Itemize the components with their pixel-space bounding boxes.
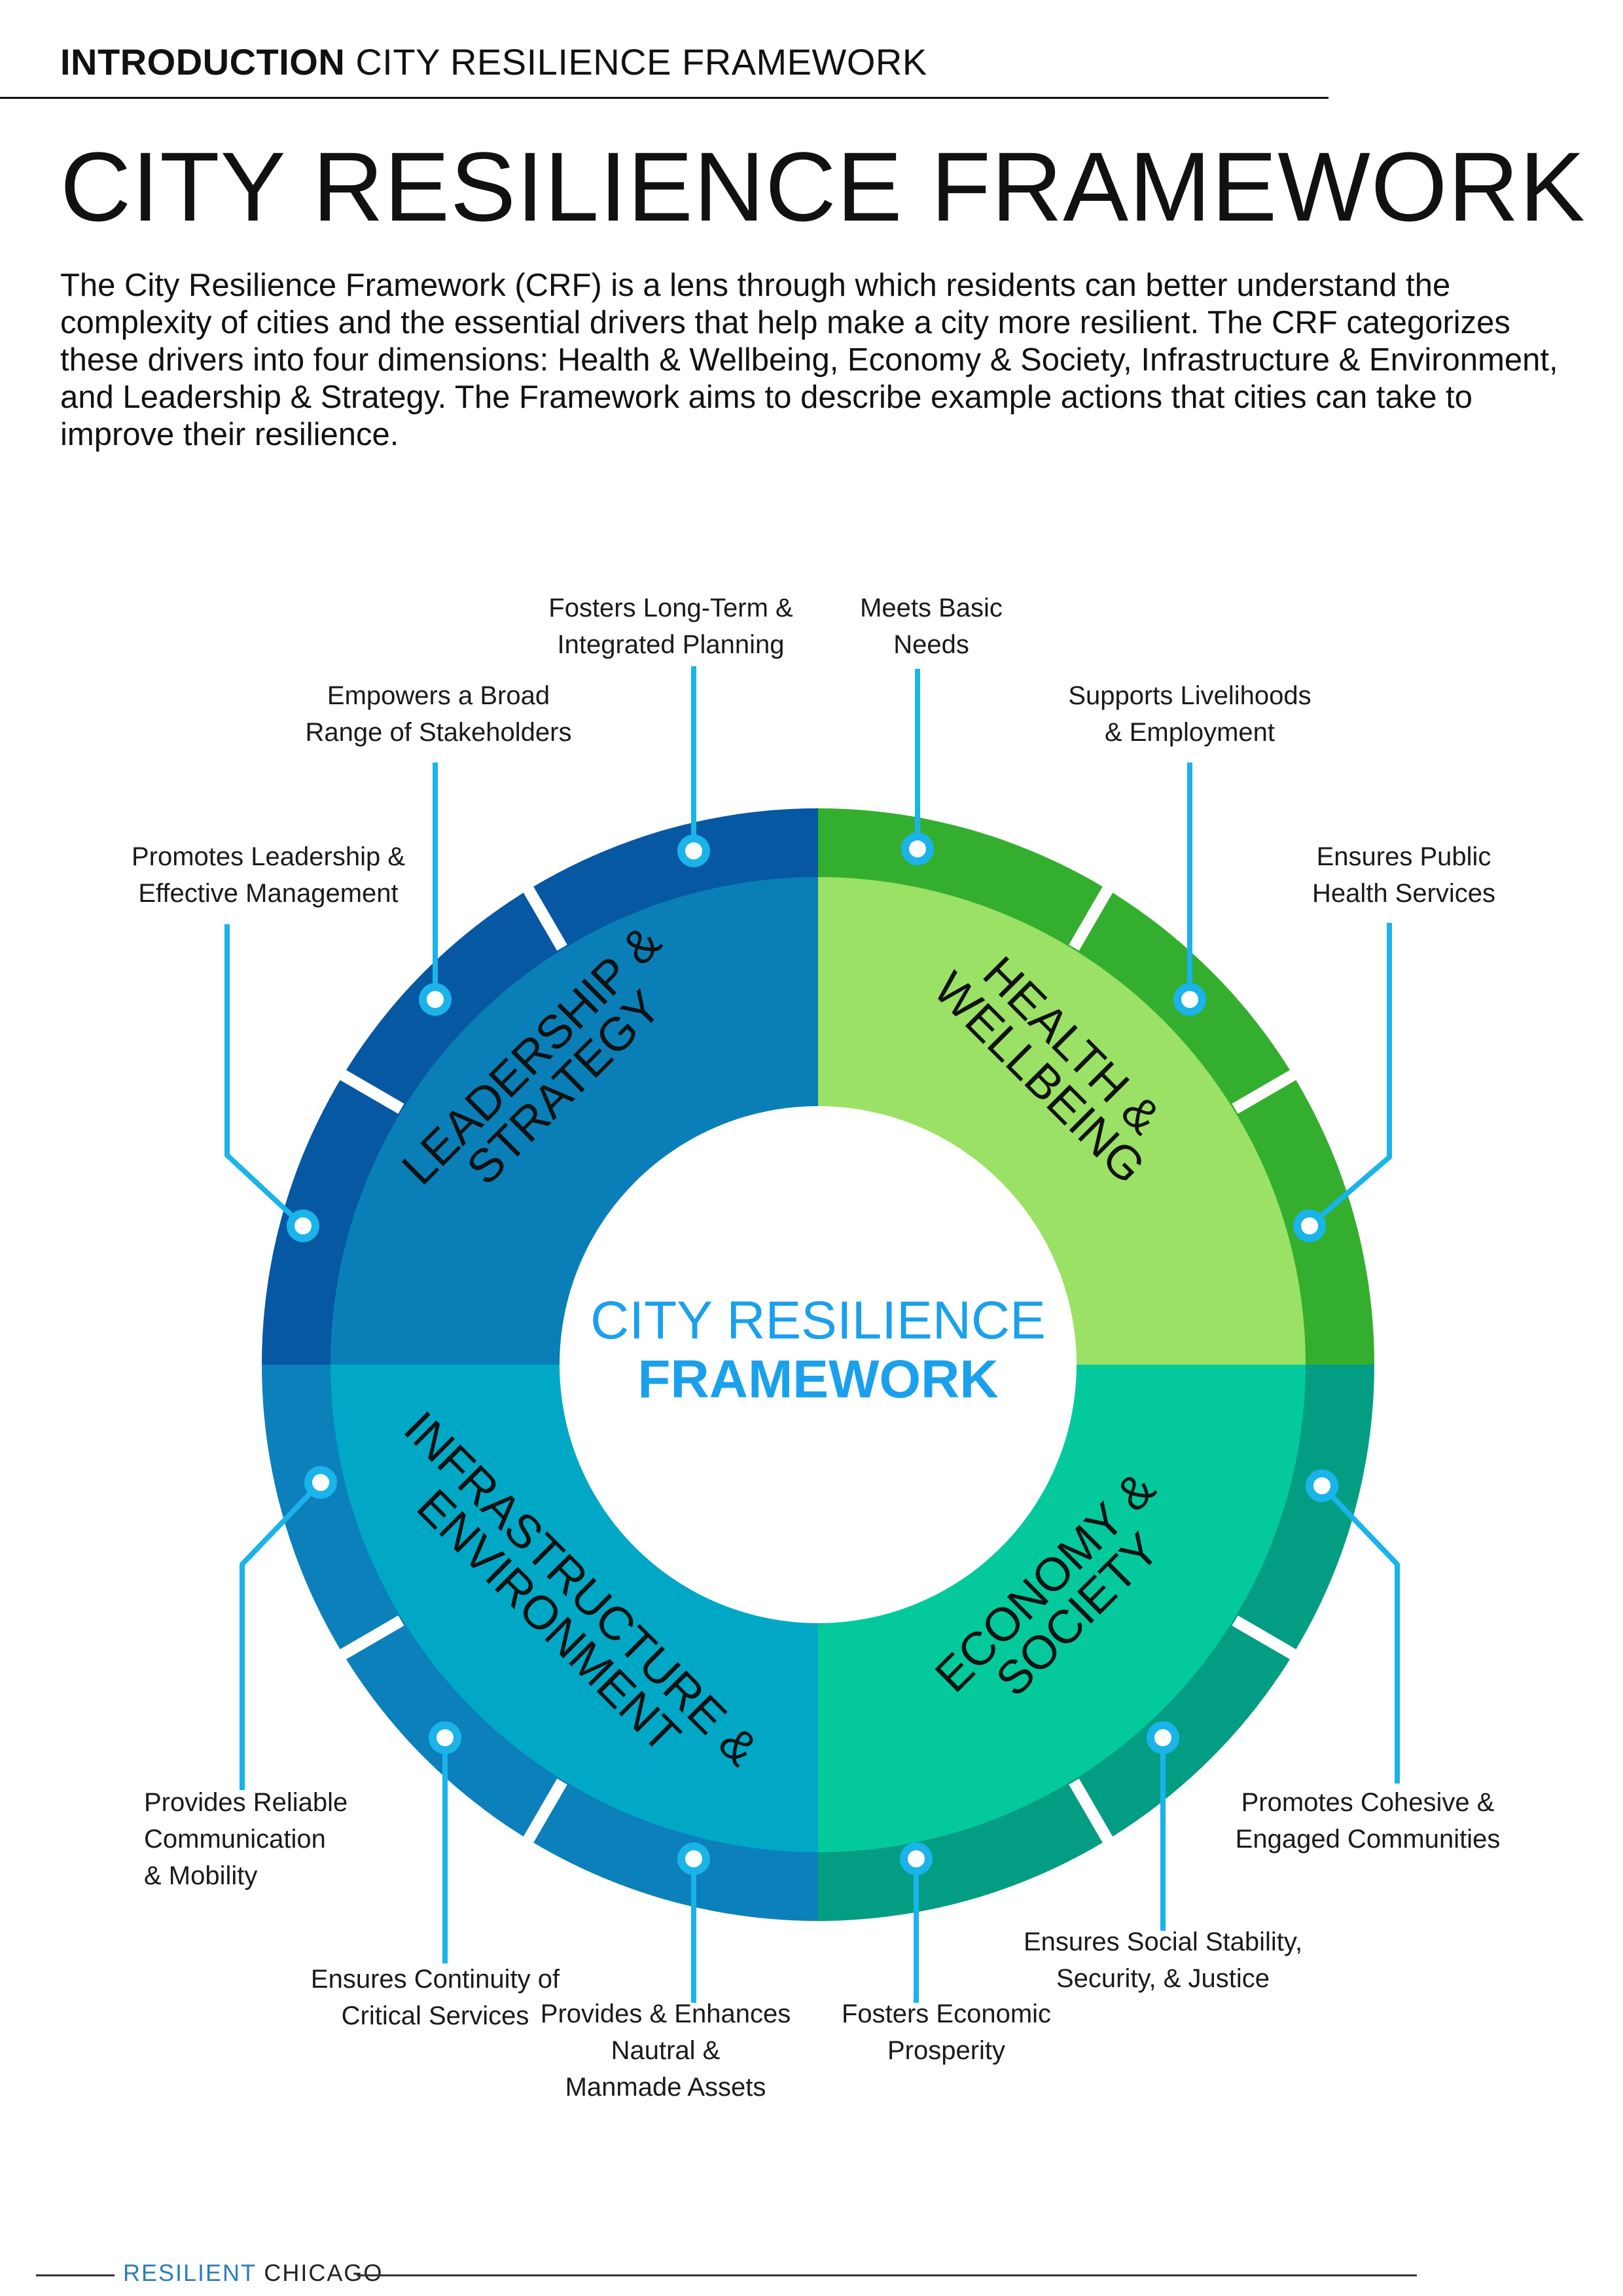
goal-critical-services-line2: Critical Services (342, 2001, 529, 2030)
goal-long-term-planning-line2: Integrated Planning (558, 630, 785, 659)
footer-word-resilient: RESILIENT (123, 2259, 257, 2286)
node-leadership-management (287, 1210, 319, 1242)
node-communication-mobility (304, 1466, 337, 1499)
goal-stakeholders-line2: Range of Stakeholders (306, 718, 572, 747)
footer-word-chicago: CHICAGO (264, 2259, 383, 2286)
goal-social-stability-line2: Security, & Justice (1056, 1964, 1270, 1993)
center-circle (560, 1106, 1077, 1623)
goal-social-stability-line1: Ensures Social Stability, (1024, 1928, 1302, 1956)
goal-economic-prosperity-line1: Fosters Economic (842, 2000, 1051, 2028)
node-livelihoods (1173, 983, 1206, 1016)
center-title-line2: FRAMEWORK (637, 1350, 998, 1409)
node-social-stability (1147, 1721, 1179, 1754)
goal-assets-line1: Provides & Enhances (541, 2000, 791, 2028)
goal-economic-prosperity-line2: Prosperity (887, 2036, 1005, 2065)
connector-lines (224, 666, 1400, 2003)
header-section: INTRODUCTION (60, 41, 346, 82)
goal-basic-needs-line2: Needs (893, 630, 969, 659)
goal-livelihoods-line1: Supports Livelihoods (1068, 681, 1311, 710)
node-public-health (1293, 1210, 1326, 1242)
goal-leadership-management-line1: Promotes Leadership & (132, 842, 405, 871)
goal-cohesive-communities-line2: Engaged Communities (1236, 1825, 1501, 1854)
goal-assets-line2: Nautral & (611, 2036, 721, 2065)
goal-critical-services-line1: Ensures Continuity of (311, 1965, 560, 1994)
node-stakeholders (419, 983, 452, 1016)
node-assets (677, 1842, 710, 1875)
page-title: CITY RESILIENCE FRAMEWORK (60, 132, 1586, 242)
center-title-line1: CITY RESILIENCE (590, 1291, 1046, 1350)
connector-nodes (287, 833, 1338, 1875)
goal-leadership-management-line2: Effective Management (138, 879, 398, 908)
footer-wordmark: RESILIENT CHICAGO (123, 2259, 383, 2287)
goal-cohesive-communities-line1: Promotes Cohesive & (1241, 1788, 1495, 1817)
goal-basic-needs-line1: Meets Basic (860, 594, 1003, 622)
goal-assets-line3: Manmade Assets (565, 2073, 766, 2102)
goal-public-health-line1: Ensures Public (1317, 842, 1491, 871)
goal-communication-mobility-line2: Communication (144, 1825, 326, 1854)
goal-stakeholders-line1: Empowers a Broad (327, 681, 550, 710)
node-long-term-planning (677, 834, 710, 867)
running-header: INTRODUCTION CITY RESILIENCE FRAMEWORK (60, 41, 927, 83)
goal-livelihoods-line2: & Employment (1105, 718, 1275, 747)
goal-long-term-planning-line1: Fosters Long-Term & (548, 594, 793, 622)
goal-communication-mobility-line1: Provides Reliable (144, 1788, 348, 1817)
footer-right-rule (357, 2274, 1417, 2276)
header-divider (0, 97, 1329, 99)
node-critical-services (429, 1721, 461, 1754)
ring-separators (337, 884, 1299, 1846)
header-subtitle: CITY RESILIENCE FRAMEWORK (355, 41, 927, 82)
node-economic-prosperity (900, 1842, 933, 1875)
goal-communication-mobility-line3: & Mobility (144, 1861, 257, 1890)
intro-paragraph: The City Resilience Framework (CRF) is a… (60, 268, 1558, 452)
node-basic-needs (901, 833, 934, 865)
footer-left-rule (36, 2274, 115, 2276)
goal-public-health-line2: Health Services (1312, 879, 1495, 908)
node-cohesive-communities (1306, 1469, 1338, 1502)
